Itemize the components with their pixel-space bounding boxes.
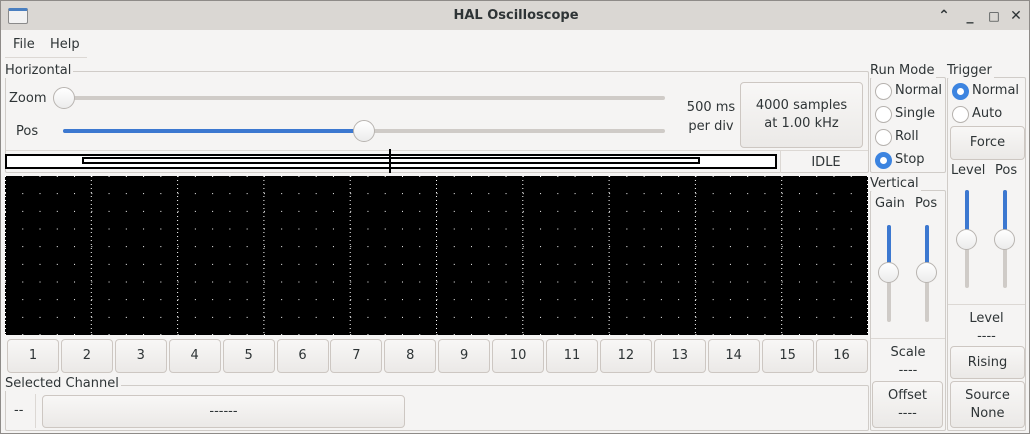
time-per-div-value: 500 ms xyxy=(686,100,736,115)
trigger-level-slider-handle[interactable] xyxy=(956,229,977,250)
trigger-level-slider-fill xyxy=(965,190,969,239)
channel-button-8[interactable]: 8 xyxy=(384,339,437,373)
channel-button-4[interactable]: 4 xyxy=(168,339,221,373)
force-button[interactable]: Force xyxy=(950,126,1025,160)
selected-channel-divider xyxy=(35,394,36,428)
run-mode-label-normal[interactable]: Normal xyxy=(895,83,943,98)
gain-label: Gain xyxy=(875,196,905,211)
channel-button-9[interactable]: 9 xyxy=(438,339,491,373)
vertical-label: Vertical xyxy=(870,176,921,191)
trigger-level-title: Level xyxy=(969,311,1004,326)
trigger-pos-slider-fill xyxy=(1003,190,1007,239)
close-icon[interactable]: ✕ xyxy=(1010,8,1022,24)
trigger-mode-radio-normal[interactable] xyxy=(952,83,969,100)
source-button[interactable]: Source None xyxy=(950,381,1025,428)
selected-channel-label: Selected Channel xyxy=(5,376,121,391)
horizontal-label: Horizontal xyxy=(5,63,74,78)
trigger-level-label: Level xyxy=(951,163,986,178)
zoom-slider[interactable] xyxy=(63,96,665,100)
shade-icon[interactable]: ⌃ xyxy=(938,8,950,24)
channel-button-15[interactable]: 15 xyxy=(761,339,814,373)
gain-slider-handle[interactable] xyxy=(878,262,899,283)
offset-label: Offset xyxy=(887,387,928,403)
channel-button-13[interactable]: 13 xyxy=(653,339,706,373)
scale-label: Scale xyxy=(890,345,926,360)
trigger-mode-label-normal[interactable]: Normal xyxy=(972,83,1020,98)
run-mode-label-stop[interactable]: Stop xyxy=(895,152,925,167)
overview-window xyxy=(82,157,700,164)
offset-button[interactable]: Offset ---- xyxy=(872,381,943,428)
run-mode-radio-normal[interactable] xyxy=(875,83,892,100)
run-mode-label: Run Mode xyxy=(870,63,937,78)
scope-display[interactable] xyxy=(5,176,868,335)
channel-button-2[interactable]: 2 xyxy=(60,339,113,373)
trigger-label: Trigger xyxy=(947,63,994,78)
offset-value: ---- xyxy=(898,405,917,421)
channel-button-14[interactable]: 14 xyxy=(707,339,760,373)
channel-button-1[interactable]: 1 xyxy=(7,339,59,373)
channel-button-6[interactable]: 6 xyxy=(276,339,329,373)
vertical-pos-slider-handle[interactable] xyxy=(916,262,937,283)
channel-button-10[interactable]: 10 xyxy=(492,339,545,373)
vertical-pos-slider-fill xyxy=(925,225,929,272)
status-text: IDLE xyxy=(811,155,841,170)
channel-button-7[interactable]: 7 xyxy=(330,339,383,373)
status-divider xyxy=(780,151,781,173)
channel-button-5[interactable]: 5 xyxy=(222,339,275,373)
scope-background xyxy=(5,176,868,335)
run-mode-radio-single[interactable] xyxy=(875,106,892,123)
zoom-slider-handle[interactable] xyxy=(53,87,75,109)
trigger-mode-radio-auto[interactable] xyxy=(952,106,969,123)
edge-button[interactable]: Rising xyxy=(950,346,1025,379)
trigger-mode-label-auto[interactable]: Auto xyxy=(972,106,1003,121)
channel-button-11[interactable]: 11 xyxy=(546,339,598,373)
source-value: None xyxy=(970,405,1005,421)
sample-rate: at 1.00 kHz xyxy=(764,116,839,131)
channel-name-button[interactable]: ------ xyxy=(42,395,405,428)
channel-button-16[interactable]: 16 xyxy=(815,339,868,373)
trigger-pos-label: Pos xyxy=(995,163,1018,178)
trigger-pos-slider-handle[interactable] xyxy=(994,229,1015,250)
gain-slider-fill xyxy=(887,225,891,272)
pos-slider-fill xyxy=(63,129,363,133)
pos-slider-handle[interactable] xyxy=(353,120,375,142)
time-per-div: 500 ms per div xyxy=(680,98,742,136)
pos-label: Pos xyxy=(16,124,39,139)
maximize-icon[interactable]: □ xyxy=(988,9,1000,23)
samples-button[interactable]: 4000 samples at 1.00 kHz xyxy=(740,82,863,148)
channel-button-3[interactable]: 3 xyxy=(114,339,167,373)
title-bar[interactable]: HAL Oscilloscope ⌃ _ □ ✕ xyxy=(0,0,1030,30)
zoom-label: Zoom xyxy=(9,91,47,106)
samples-count: 4000 samples xyxy=(755,98,848,113)
run-mode-label-roll[interactable]: Roll xyxy=(895,129,919,144)
trigger-divider xyxy=(948,304,1025,305)
selected-channel-number: -- xyxy=(14,403,24,418)
trigger-cursor xyxy=(389,149,391,173)
selected-channel-group xyxy=(5,385,869,431)
menu-file[interactable]: File xyxy=(13,37,35,52)
window-title: HAL Oscilloscope xyxy=(453,8,579,23)
menu-divider xyxy=(5,57,87,58)
horizontal-group xyxy=(5,71,869,173)
channel-button-12[interactable]: 12 xyxy=(599,339,652,373)
run-mode-radio-stop[interactable] xyxy=(875,152,892,169)
source-label: Source xyxy=(965,387,1010,403)
minimize-icon[interactable]: _ xyxy=(966,8,974,24)
run-mode-label-single[interactable]: Single xyxy=(895,106,935,121)
trigger-level-value: ---- xyxy=(977,329,996,344)
window-icon[interactable] xyxy=(8,8,28,24)
menu-help[interactable]: Help xyxy=(50,37,80,52)
scale-value: ---- xyxy=(898,363,918,378)
vertical-divider xyxy=(871,338,945,339)
horizontal-divider xyxy=(6,150,868,151)
vertical-pos-label: Pos xyxy=(915,196,938,211)
run-mode-radio-roll[interactable] xyxy=(875,129,892,146)
time-per-div-unit: per div xyxy=(688,119,734,134)
